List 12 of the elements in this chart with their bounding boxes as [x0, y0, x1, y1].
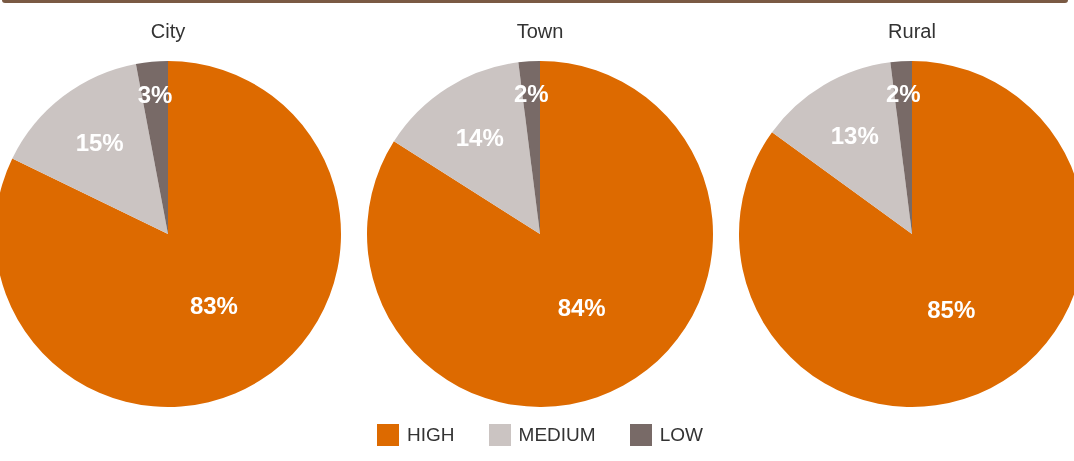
data-label: 14%	[455, 123, 504, 151]
data-label: 84%	[557, 294, 606, 322]
data-label: 15%	[75, 129, 124, 157]
data-label: 83%	[189, 291, 238, 319]
chart-title: Town	[516, 19, 564, 42]
data-label: 13%	[830, 121, 879, 149]
data-label: 85%	[927, 295, 976, 323]
chart-title: City	[150, 19, 186, 42]
legend-label: MEDIUM	[518, 424, 596, 446]
chart-title: Rural	[888, 19, 936, 42]
legend-label: HIGH	[407, 424, 455, 446]
legend-label: LOW	[659, 424, 703, 446]
